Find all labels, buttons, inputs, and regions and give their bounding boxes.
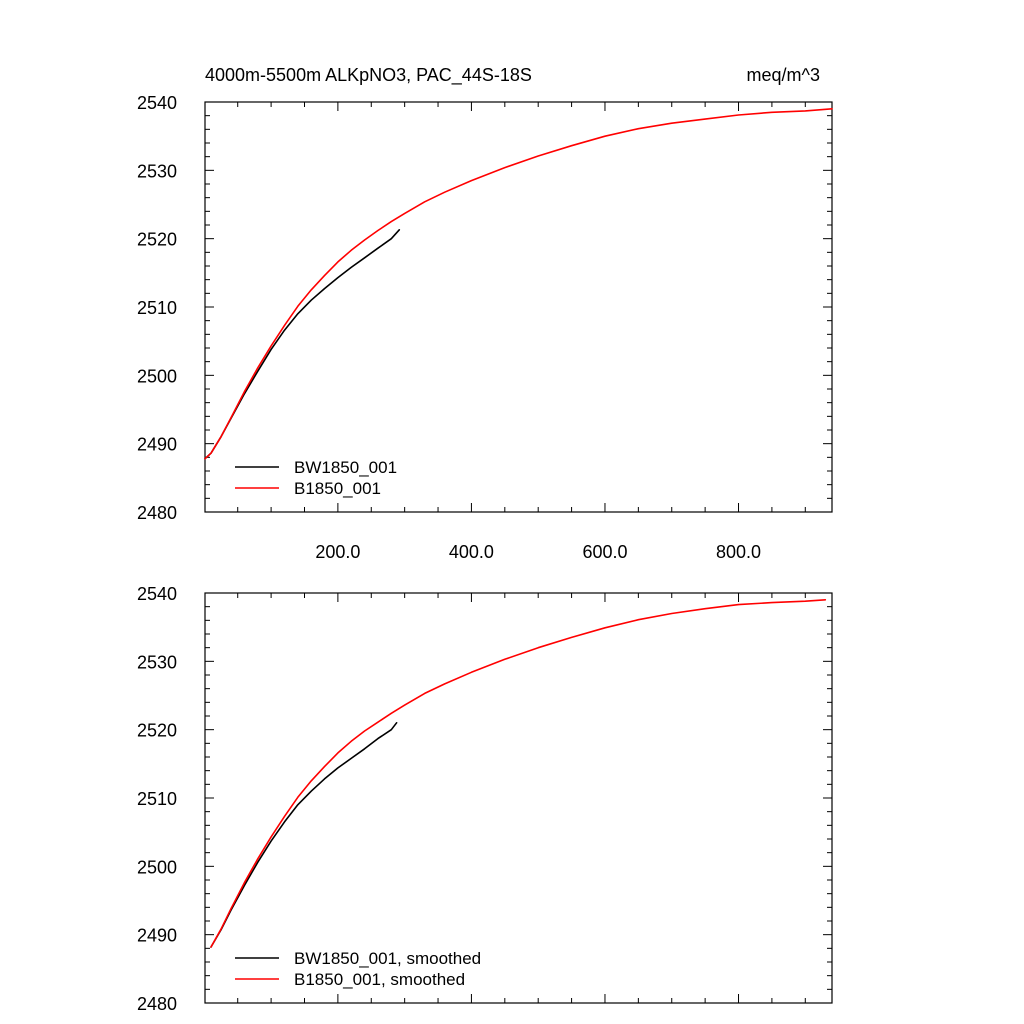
y-tick-label: 2540 — [137, 584, 177, 604]
legend-label: B1850_001, smoothed — [294, 970, 465, 989]
legend-label: B1850_001 — [294, 479, 381, 498]
bottom-panel: 2480 2490 2500 2510 2520 2530 2540 BW1850_001, … — [137, 584, 833, 1014]
x-tick-label: 200.0 — [315, 542, 360, 562]
y-tick-label: 2530 — [137, 161, 177, 181]
y-tick-label: 2510 — [137, 298, 177, 318]
y-tick-label: 2520 — [137, 230, 177, 250]
top-panel: 2480 2490 2500 2510 2520 2530 2540 200.0 400.0 60… — [137, 93, 833, 562]
y-tick-label: 2520 — [137, 721, 177, 741]
y-tick-label: 2480 — [137, 994, 177, 1014]
legend-label: BW1850_001, smoothed — [294, 949, 481, 968]
series-line-b1850-001 — [210, 598, 827, 948]
y-tick-label: 2490 — [137, 926, 177, 946]
y-tick-label: 2530 — [137, 652, 177, 672]
x-tick-label: 600.0 — [582, 542, 627, 562]
y-tick-label: 2500 — [137, 366, 177, 386]
x-tick-label: 400.0 — [449, 542, 494, 562]
y-tick-label: 2480 — [137, 503, 177, 523]
y-tick-label: 2490 — [137, 435, 177, 455]
y-tick-label: 2500 — [137, 857, 177, 877]
chart-title: 4000m-5500m ALKpNO3, PAC_44S-18S — [205, 65, 532, 86]
x-tick-label: 800.0 — [716, 542, 761, 562]
y-tick-label: 2540 — [137, 93, 177, 113]
legend-label: BW1850_001 — [294, 458, 397, 477]
series-line-bw1850-001 — [210, 721, 398, 948]
series-line-b1850-001 — [204, 108, 833, 460]
y-tick-label: 2510 — [137, 789, 177, 809]
units-label: meq/m^3 — [747, 65, 820, 85]
series-line-bw1850-001 — [204, 229, 401, 460]
